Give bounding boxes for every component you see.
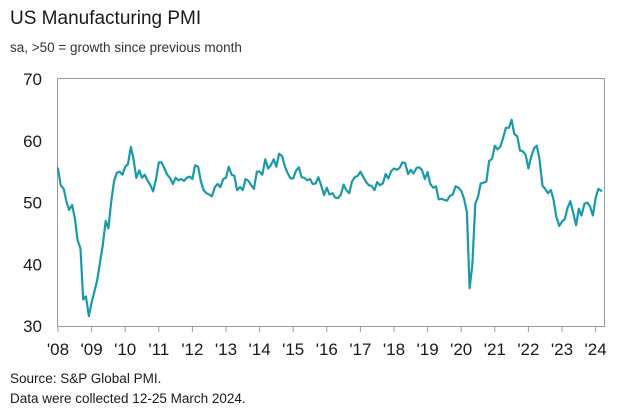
x-tick-label-2024: '24	[585, 340, 607, 359]
plot-frame	[57, 78, 605, 327]
x-tick-label-2016: '16	[316, 340, 338, 359]
chart-subtitle: sa, >50 = growth since previous month	[10, 40, 242, 55]
series-line-us-manufacturing-pmi	[56, 118, 603, 318]
x-tick-label-2011: '11	[148, 340, 169, 359]
x-axis-labels: '08 '09 '10 '11 '12 '13 '14 '15 '16 '17 '18 '19 '20 '…	[47, 340, 607, 359]
x-tick-label-2009: '09	[81, 340, 103, 359]
y-axis-labels: 30 40 50 60 70	[23, 70, 42, 336]
y-tick-label-60: 60	[23, 132, 42, 151]
x-axis-ticks	[57, 326, 597, 332]
y-tick-label-30: 30	[23, 317, 42, 336]
x-tick-label-2008: '08	[47, 340, 69, 359]
collection-note: Data were collected 12-25 March 2024.	[10, 391, 246, 406]
y-tick-label-50: 50	[23, 194, 42, 213]
x-tick-label-2018: '18	[383, 340, 405, 359]
y-tick-label-40: 40	[23, 255, 42, 274]
x-tick-label-2014: '14	[249, 340, 271, 359]
x-tick-label-2017: '17	[349, 340, 371, 359]
x-tick-label-2021: '21	[484, 340, 506, 359]
x-tick-label-2023: '23	[551, 340, 573, 359]
chart-title: US Manufacturing PMI	[10, 8, 202, 29]
y-tick-label-70: 70	[23, 70, 42, 89]
x-tick-label-2013: '13	[215, 340, 237, 359]
source-note: Source: S&P Global PMI.	[10, 371, 162, 386]
x-tick-label-2022: '22	[517, 340, 539, 359]
x-tick-label-2010: '10	[114, 340, 136, 359]
x-tick-label-2020: '20	[450, 340, 472, 359]
x-tick-label-2019: '19	[417, 340, 439, 359]
x-tick-label-2012: '12	[181, 340, 203, 359]
x-tick-label-2015: '15	[282, 340, 304, 359]
